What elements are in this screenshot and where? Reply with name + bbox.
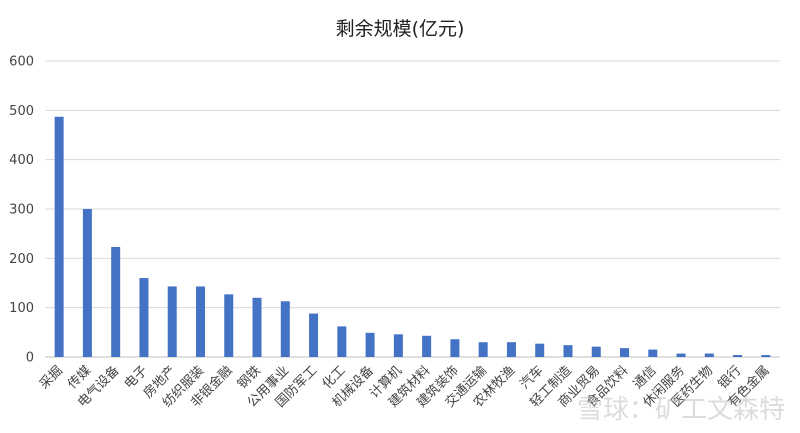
bar bbox=[422, 335, 432, 357]
bar bbox=[648, 349, 658, 357]
gridlines bbox=[45, 60, 780, 358]
y-tick-label: 100 bbox=[9, 301, 34, 316]
bar bbox=[280, 301, 290, 357]
bar bbox=[450, 339, 460, 357]
bar bbox=[195, 286, 205, 357]
y-tick-label: 400 bbox=[9, 153, 34, 168]
y-tick-label: 500 bbox=[9, 104, 34, 119]
bar bbox=[563, 345, 573, 357]
y-tick-label: 0 bbox=[26, 351, 34, 366]
bar bbox=[54, 116, 64, 357]
bar bbox=[365, 332, 375, 357]
bar bbox=[676, 353, 686, 357]
bar bbox=[620, 348, 630, 357]
bar bbox=[535, 343, 545, 357]
bar bbox=[478, 342, 488, 357]
bar bbox=[761, 355, 771, 357]
bar bbox=[591, 346, 601, 357]
x-tick-label: 采掘 bbox=[37, 363, 66, 392]
bar-series bbox=[54, 116, 771, 357]
watermark-text: 雪球：矿工文森特 bbox=[577, 395, 785, 425]
bar bbox=[111, 246, 121, 357]
y-tick-label: 200 bbox=[9, 252, 34, 267]
bar bbox=[82, 209, 92, 357]
bar bbox=[224, 294, 234, 357]
bar bbox=[506, 342, 516, 357]
y-tick-label: 300 bbox=[9, 203, 34, 218]
bar bbox=[167, 286, 177, 357]
bar bbox=[252, 297, 262, 357]
bar bbox=[309, 313, 319, 357]
bar bbox=[337, 326, 347, 357]
y-tick-label: 600 bbox=[9, 55, 34, 70]
bar bbox=[139, 278, 149, 357]
chart-title: 剩余规模(亿元) bbox=[336, 18, 465, 40]
y-axis-ticks: 0 100 200 300 400 500 600 bbox=[9, 55, 34, 366]
bar bbox=[393, 334, 403, 357]
bar bbox=[704, 353, 714, 357]
bar bbox=[733, 355, 743, 357]
